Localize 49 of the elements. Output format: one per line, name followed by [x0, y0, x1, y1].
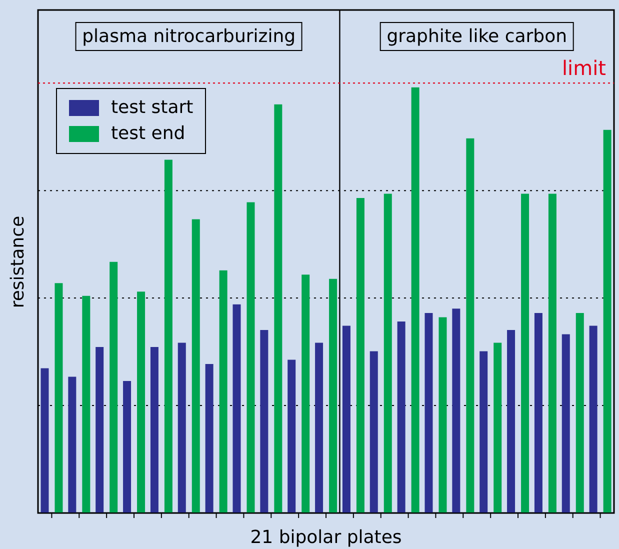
x-axis-title: 21 bipolar plates — [250, 527, 402, 548]
legend-label: test end — [111, 122, 186, 146]
bar — [150, 346, 158, 513]
bar — [96, 346, 104, 513]
bar — [342, 326, 350, 513]
bar — [370, 351, 378, 513]
bar — [192, 219, 200, 513]
bar — [315, 342, 324, 513]
bar — [534, 312, 542, 513]
bar — [356, 198, 364, 513]
text: plasma nitrocarburizing — [75, 22, 303, 51]
bar — [82, 296, 90, 513]
text: graphite like carbon — [380, 22, 574, 51]
bar — [411, 87, 420, 513]
bar — [205, 364, 214, 513]
bar — [54, 283, 63, 513]
bar — [562, 334, 570, 513]
bar — [397, 321, 406, 513]
bar — [521, 194, 530, 513]
ref-line-label: limit — [562, 56, 606, 80]
bar — [603, 130, 612, 513]
bar — [452, 308, 460, 513]
bar — [40, 368, 49, 513]
bar — [424, 312, 433, 513]
bar — [232, 304, 241, 513]
bar — [576, 312, 584, 513]
bar — [466, 138, 474, 513]
bar — [494, 342, 502, 513]
bar — [438, 317, 447, 513]
bar — [548, 194, 556, 513]
bar — [219, 270, 228, 513]
bar — [137, 292, 146, 513]
bar — [178, 342, 186, 513]
bar — [288, 360, 296, 513]
bar — [384, 194, 392, 513]
bar — [302, 274, 310, 513]
bar — [246, 202, 255, 513]
bar — [123, 381, 132, 513]
bar — [260, 330, 268, 513]
bar — [164, 160, 172, 513]
legend-label: test start — [111, 96, 194, 120]
bar — [110, 262, 118, 513]
y-axis-title: resistance — [8, 215, 28, 308]
bar — [589, 326, 598, 513]
bar — [480, 351, 488, 513]
bar — [274, 104, 282, 513]
bar — [68, 376, 76, 513]
bar — [329, 278, 338, 513]
bar — [507, 330, 516, 513]
